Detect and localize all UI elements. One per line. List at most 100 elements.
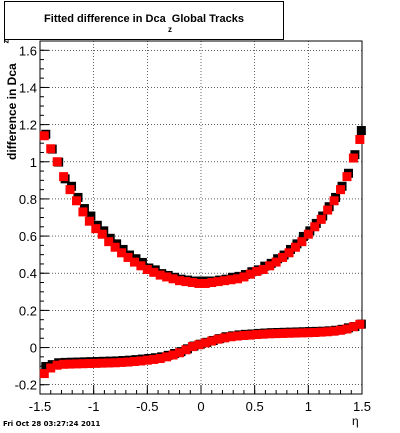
data-point	[323, 327, 333, 337]
data-point	[91, 224, 101, 234]
data-point	[310, 222, 320, 232]
data-point	[181, 345, 191, 355]
data-point	[310, 328, 320, 338]
data-point	[78, 359, 88, 369]
x-tick-label: 0.5	[246, 399, 264, 414]
data-point	[252, 330, 262, 340]
data-point	[46, 363, 56, 373]
data-point	[226, 275, 236, 285]
y-tick-label: 0.4	[19, 266, 37, 281]
data-point	[123, 357, 133, 367]
data-point	[303, 229, 313, 239]
x-tick-label: -0.5	[136, 399, 158, 414]
data-point	[213, 277, 223, 287]
data-point	[129, 257, 139, 267]
y-tick-label: 1	[30, 155, 37, 170]
data-point	[149, 354, 159, 364]
data-point	[290, 328, 300, 338]
data-point	[129, 356, 139, 366]
data-point	[348, 322, 358, 332]
data-point	[97, 358, 107, 368]
data-point	[187, 278, 197, 288]
data-point	[78, 207, 88, 217]
data-point	[187, 342, 197, 352]
data-point	[162, 352, 172, 362]
data-point	[194, 278, 204, 288]
data-point	[252, 266, 262, 276]
data-point	[329, 196, 339, 206]
data-point	[39, 131, 49, 141]
data-point	[213, 334, 223, 344]
data-point	[110, 358, 120, 368]
data-point	[142, 265, 152, 275]
data-point	[239, 330, 249, 340]
title-box: Fitted difference in Dca Global Tracks z	[4, 1, 284, 40]
x-tick-label: -1	[88, 399, 100, 414]
data-point	[355, 134, 365, 144]
data-point	[168, 274, 178, 284]
data-point	[104, 237, 114, 247]
y-tick-label: -0.2	[15, 378, 37, 393]
y-tick-label: 1.6	[19, 43, 37, 58]
y-tick-label: 1.2	[19, 118, 37, 133]
data-point	[258, 265, 268, 275]
data-markers	[39, 126, 366, 379]
data-point	[136, 261, 146, 271]
data-point	[271, 329, 281, 339]
chart-title-subscript: z	[168, 25, 172, 34]
data-point	[117, 357, 127, 367]
data-point	[41, 361, 51, 371]
data-point	[220, 333, 230, 343]
data-point	[290, 242, 300, 252]
data-point	[298, 231, 308, 241]
data-point	[226, 332, 236, 342]
data-point	[336, 325, 346, 335]
data-point	[220, 276, 230, 286]
data-point	[39, 369, 49, 379]
data-point	[316, 214, 326, 224]
y-tick-label: 1.4	[19, 80, 37, 95]
data-point	[297, 237, 307, 247]
x-axis-label: η	[352, 414, 359, 428]
data-point	[316, 327, 326, 337]
data-point	[155, 270, 165, 280]
data-point	[271, 257, 281, 267]
data-point	[245, 269, 255, 279]
data-point	[278, 328, 288, 338]
data-point	[356, 126, 366, 136]
data-point	[284, 328, 294, 338]
data-point	[265, 261, 275, 271]
axes: -1.5 -1 -0.5 0 0.5 1 1.5 -0.2 0 0.2 0.4 0.6 0.8 1 1.2 1…	[15, 40, 371, 414]
data-point	[84, 359, 94, 369]
data-point	[207, 278, 217, 288]
y-axis-label-subscript: z	[1, 39, 11, 44]
data-point	[342, 172, 352, 182]
x-tick-label: 1.5	[353, 399, 371, 414]
data-point	[200, 338, 210, 348]
data-point	[65, 185, 75, 195]
y-tick-label: 0.6	[19, 229, 37, 244]
x-tick-label: -1.5	[29, 399, 51, 414]
data-point	[168, 350, 178, 360]
data-point	[52, 157, 62, 167]
data-point	[104, 358, 114, 368]
data-point	[265, 329, 275, 339]
data-point	[207, 336, 217, 346]
data-point	[123, 252, 133, 262]
y-axis-label: difference in Dca	[5, 63, 19, 160]
data-point	[91, 358, 101, 368]
y-tick-label: 0.8	[19, 192, 37, 207]
data-point	[175, 348, 185, 358]
data-point	[245, 330, 255, 340]
data-point	[181, 277, 191, 287]
data-point	[232, 331, 242, 341]
data-point	[200, 278, 210, 288]
data-point	[278, 252, 288, 262]
data-point	[155, 354, 165, 364]
data-point	[284, 248, 294, 258]
data-point	[194, 340, 204, 350]
data-point	[71, 196, 81, 206]
data-point	[71, 359, 81, 369]
data-point	[59, 172, 69, 182]
